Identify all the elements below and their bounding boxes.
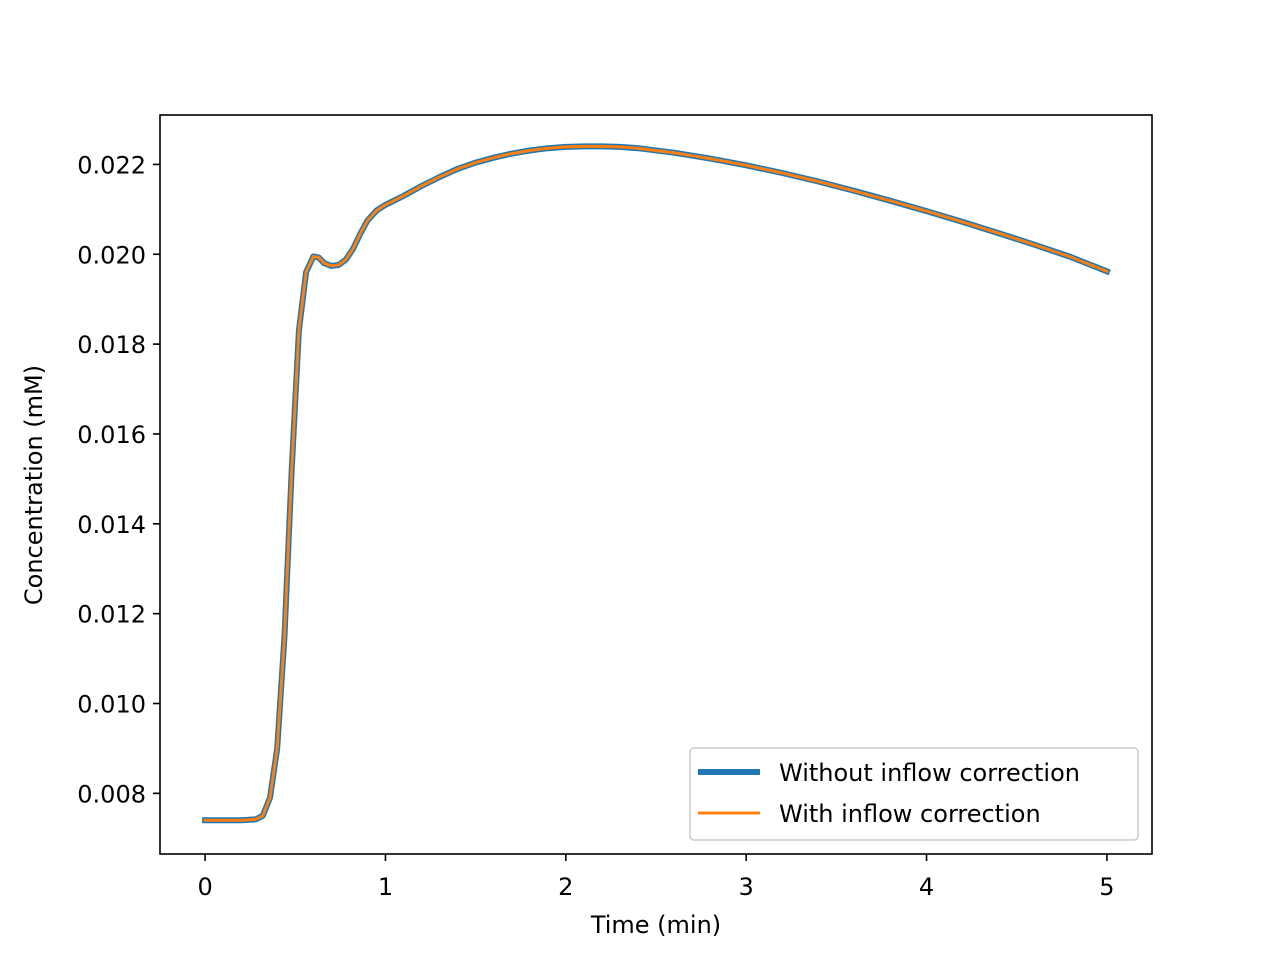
series-layer [202,143,1111,824]
x-tick-label: 1 [378,873,393,901]
x-axis-label: Time (min) [590,911,721,939]
x-tick-label: 0 [197,873,212,901]
y-axis: 0.008 0.010 0.012 0.014 0.016 0.018 0.020 0.022 [77,151,160,808]
y-tick-label: 0.022 [77,151,146,179]
y-tick-label: 0.018 [77,331,146,359]
y-tick-label: 0.014 [77,511,146,539]
y-tick-label: 0.016 [77,421,146,449]
legend-label-without-inflow-correction: Without inflow correction [779,759,1080,787]
y-tick-label: 0.010 [77,691,146,719]
legend-label-with-inflow-correction: With inflow correction [779,800,1041,828]
x-tick-label: 5 [1099,873,1114,901]
y-tick-label: 0.012 [77,601,146,629]
x-tick-label: 2 [558,873,573,901]
legend-box [689,747,1139,841]
y-tick-label: 0.008 [77,780,146,808]
x-axis: 0 1 2 3 4 5 [197,854,1115,901]
y-axis-label: Concentration (mM) [20,365,48,605]
plot-frame [159,114,1153,855]
series-line-with-inflow-correction [203,144,1109,822]
x-tick-label: 3 [739,873,754,901]
legend: Without inflow correction With inflow co… [689,747,1139,841]
x-tick-label: 4 [919,873,934,901]
y-tick-label: 0.020 [77,241,146,269]
